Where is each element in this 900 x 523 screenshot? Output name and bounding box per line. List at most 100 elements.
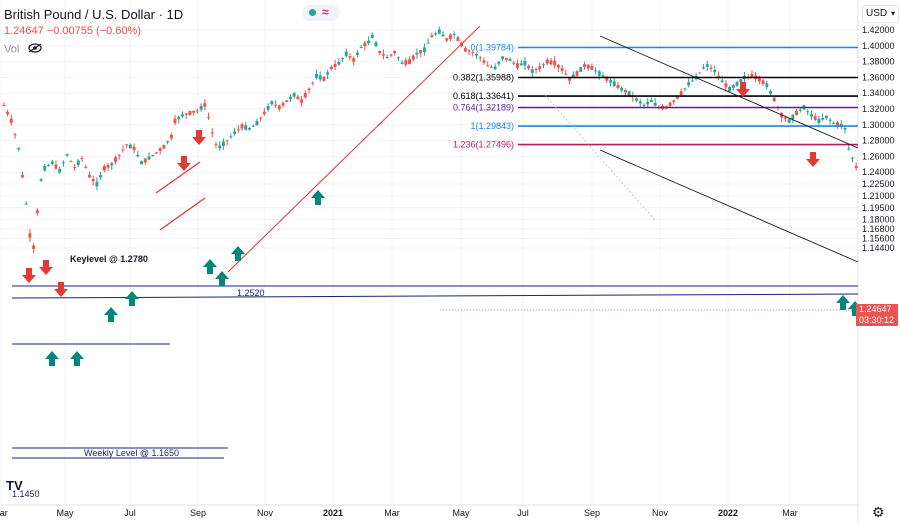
candle-body: [843, 127, 847, 130]
currency-selector[interactable]: USD ▾: [862, 5, 899, 23]
candle: [687, 77, 691, 88]
eye-hidden-icon[interactable]: [28, 43, 42, 56]
candle-body: [597, 71, 601, 76]
candle: [519, 59, 523, 66]
arrow-head: [70, 351, 84, 359]
candle: [586, 63, 590, 71]
candle-body: [813, 116, 817, 120]
candle: [114, 155, 117, 165]
arrow-head: [311, 190, 325, 198]
green-up-arrow-icon: [836, 295, 850, 310]
candle-body: [84, 166, 88, 168]
candle: [568, 77, 572, 85]
candle-body: [91, 179, 95, 182]
candle-body: [553, 60, 557, 66]
candle: [370, 32, 374, 39]
candle: [791, 114, 795, 124]
candle-body: [408, 59, 411, 64]
gear-icon[interactable]: ⚙: [872, 504, 885, 520]
candle-body: [821, 118, 825, 120]
candle: [21, 171, 24, 179]
candle: [430, 32, 434, 38]
candle-body: [188, 110, 192, 115]
candle: [270, 100, 274, 106]
arrow-head: [22, 275, 36, 283]
y-tick-label: 1.28000: [862, 136, 895, 146]
candle: [437, 26, 441, 35]
candle-body: [817, 118, 821, 123]
level-12520-label: 1.2520: [237, 288, 265, 298]
candle-body: [806, 111, 810, 113]
candle: [422, 43, 426, 56]
candle: [218, 141, 222, 151]
candle-body: [54, 164, 58, 169]
keylevel-label: Keylevel @ 1.2780: [70, 254, 148, 264]
candle: [128, 143, 132, 149]
candle: [259, 116, 263, 122]
symbol-title[interactable]: British Pound / U.S. Dollar · 1D: [4, 7, 184, 22]
candle: [292, 92, 296, 99]
candle: [9, 114, 13, 126]
downtrend-channel-upper: [599, 35, 859, 149]
candle: [274, 100, 278, 109]
candle-body: [102, 165, 106, 171]
candle: [471, 49, 475, 57]
candle-body: [527, 65, 531, 69]
fib-level-label: 0.764(1.32189): [453, 103, 514, 113]
candle: [620, 86, 624, 93]
candle-body: [300, 99, 304, 103]
candle: [80, 155, 84, 162]
candle: [411, 54, 415, 62]
candle: [315, 69, 318, 80]
candle: [43, 163, 47, 172]
candle: [653, 98, 657, 107]
candle: [151, 154, 155, 157]
candle: [143, 158, 147, 165]
candle-body: [192, 110, 196, 113]
candle-body: [824, 115, 828, 119]
candle: [147, 152, 151, 161]
candle-body: [262, 111, 266, 115]
candle: [716, 71, 720, 81]
green-up-arrow-icon: [215, 271, 229, 286]
candle: [765, 80, 769, 90]
indicator-badges[interactable]: ≈: [302, 5, 340, 21]
x-tick-label: Mar: [0, 508, 8, 518]
candle-body: [288, 96, 292, 100]
candle: [110, 161, 114, 170]
candle-body: [542, 64, 545, 66]
bar-countdown: 03:30:12: [859, 315, 895, 325]
candle: [702, 64, 706, 70]
candle: [35, 208, 39, 216]
green-up-arrow-icon: [231, 246, 245, 261]
candle: [828, 118, 832, 125]
candle-body: [594, 70, 598, 72]
candle: [363, 41, 367, 51]
candle: [337, 58, 341, 66]
x-tick-label: Mar: [384, 508, 400, 518]
candle-body: [534, 69, 538, 71]
arrow-head: [836, 295, 850, 303]
candle-body: [50, 161, 54, 165]
arrow-shaft: [74, 359, 80, 366]
y-tick-label: 1.16800: [862, 224, 895, 234]
arrow-shaft: [207, 267, 213, 274]
candle: [251, 124, 255, 127]
candle-body: [17, 147, 21, 150]
candle: [728, 85, 732, 92]
candle: [50, 159, 54, 166]
tradingview-logo[interactable]: TV: [6, 478, 23, 493]
volume-legend[interactable]: Vol: [4, 43, 42, 56]
arrow-shaft: [58, 282, 64, 289]
candle-body: [638, 101, 642, 104]
candle: [769, 89, 772, 96]
candle-body: [653, 102, 657, 106]
candle: [288, 94, 292, 102]
candle: [344, 48, 348, 58]
candle-body: [616, 84, 620, 89]
candle-body: [449, 34, 452, 39]
candle-body: [627, 91, 631, 96]
candle-body: [728, 86, 732, 92]
candle: [277, 104, 281, 112]
